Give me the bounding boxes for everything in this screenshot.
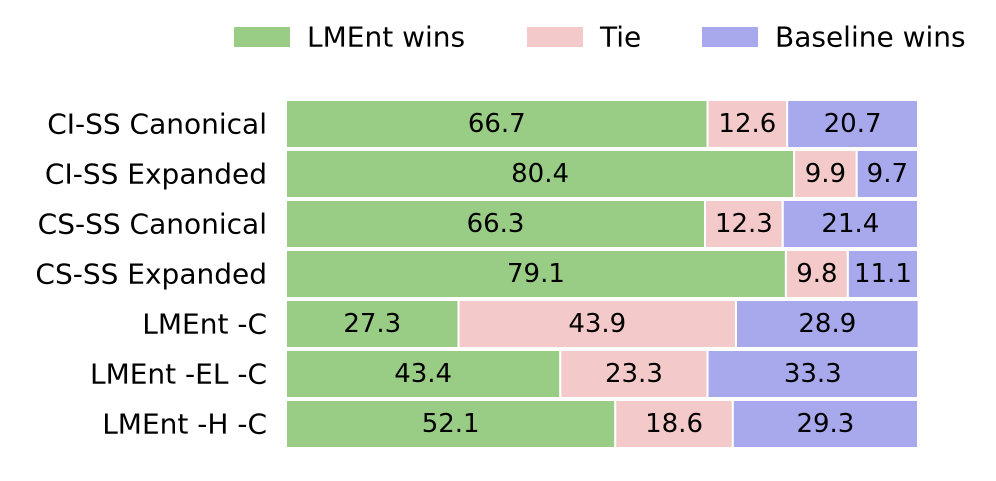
value-label-lment-wins-lment-el-c: 43.4	[394, 359, 452, 389]
value-label-lment-wins-cs-ss-canonical: 66.3	[467, 209, 525, 239]
value-label-tie-ci-ss-expanded: 9.9	[805, 159, 846, 189]
bar-baseline-wins-ci-ss-canonical	[786, 99, 920, 149]
category-label-cs-ss-expanded: CS-SS Expanded	[35, 258, 267, 291]
value-label-baseline-wins-cs-ss-canonical: 21.4	[821, 209, 879, 239]
bar-lment-wins-cs-ss-canonical	[285, 199, 707, 249]
value-label-baseline-wins-ci-ss-expanded: 9.7	[867, 159, 908, 189]
value-label-tie-lment-h-c: 18.6	[645, 409, 703, 439]
value-label-tie-ci-ss-canonical: 12.6	[718, 109, 776, 139]
bar-baseline-wins-lment-c	[734, 299, 920, 349]
value-label-lment-wins-cs-ss-expanded: 79.1	[507, 259, 565, 289]
bar-baseline-wins-cs-ss-canonical	[781, 199, 920, 249]
value-label-lment-wins-lment-c: 27.3	[343, 309, 401, 339]
bar-tie-cs-ss-canonical	[704, 199, 784, 249]
bar-tie-lment-el-c	[559, 349, 709, 399]
category-label-lment-el-c: LMEnt -EL -C	[90, 358, 267, 391]
bar-tie-lment-c	[457, 299, 737, 349]
legend: LMEnt wins Tie Baseline wins	[234, 21, 966, 54]
category-label-ci-ss-expanded: CI-SS Expanded	[45, 158, 267, 191]
plot-area: 66.7 12.6 20.7 80.4 9.9 9.7 66.3 12.3 21.4 79.1 9.…	[285, 99, 920, 449]
bar-lment-wins-lment-c	[285, 299, 460, 349]
value-label-baseline-wins-lment-c: 28.9	[798, 309, 856, 339]
bar-baseline-wins-ci-ss-expanded	[855, 149, 919, 199]
value-label-tie-lment-c: 43.9	[568, 309, 626, 339]
category-label-cs-ss-canonical: CS-SS Canonical	[38, 208, 267, 241]
category-label-ci-ss-canonical: CI-SS Canonical	[47, 108, 267, 141]
bar-baseline-wins-cs-ss-expanded	[846, 249, 920, 299]
value-label-baseline-wins-ci-ss-canonical: 20.7	[824, 109, 882, 139]
legend-swatch-tie	[527, 27, 583, 47]
value-label-lment-wins-ci-ss-expanded: 80.4	[511, 159, 569, 189]
bar-lment-wins-ci-ss-canonical	[285, 99, 709, 149]
bar-lment-wins-lment-h-c	[285, 399, 617, 449]
legend-label-lment-wins: LMEnt wins	[307, 21, 465, 54]
value-label-tie-lment-el-c: 23.3	[605, 359, 663, 389]
legend-label-tie: Tie	[599, 21, 641, 54]
category-label-lment-h-c: LMEnt -H -C	[102, 408, 267, 441]
category-labels: CI-SS Canonical CI-SS Expanded CS-SS Canon…	[35, 108, 267, 441]
value-label-baseline-wins-lment-el-c: 33.3	[784, 359, 842, 389]
bar-lment-wins-cs-ss-expanded	[285, 249, 787, 299]
category-label-lment-c: LMEnt -C	[142, 308, 267, 341]
bar-lment-wins-lment-el-c	[285, 349, 562, 399]
value-label-baseline-wins-lment-h-c: 29.3	[796, 409, 854, 439]
legend-label-baseline-wins: Baseline wins	[775, 21, 966, 54]
bar-baseline-wins-lment-el-c	[706, 349, 919, 399]
legend-swatch-baseline-wins	[702, 27, 758, 47]
value-label-baseline-wins-cs-ss-expanded: 11.1	[854, 259, 912, 289]
legend-swatch-lment-wins	[234, 27, 290, 47]
value-label-tie-cs-ss-expanded: 9.8	[796, 259, 837, 289]
value-label-lment-wins-lment-h-c: 52.1	[422, 409, 480, 439]
value-label-tie-cs-ss-canonical: 12.3	[715, 209, 773, 239]
value-label-lment-wins-ci-ss-canonical: 66.7	[468, 109, 526, 139]
bar-tie-lment-h-c	[614, 399, 734, 449]
bar-tie-ci-ss-expanded	[793, 149, 858, 199]
bar-tie-ci-ss-canonical	[706, 99, 789, 149]
bar-baseline-wins-lment-h-c	[731, 399, 919, 449]
